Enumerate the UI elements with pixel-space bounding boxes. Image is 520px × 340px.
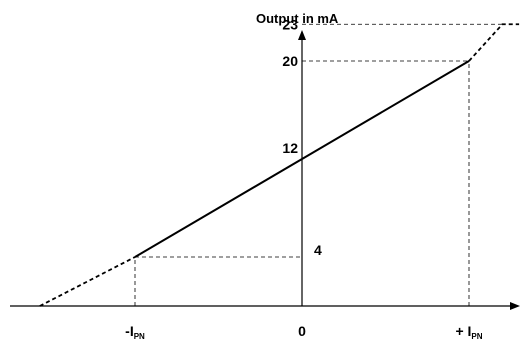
x-tick-main: 0 [298,323,306,339]
x-tick-main: + I [455,323,471,339]
y-tick-label-23: 23 [282,16,298,32]
x-tick-label-2: + IPN [455,323,482,340]
y-tick-label-4: 4 [314,242,322,258]
series [39,23,520,307]
x-tick-label-0: -IPN [125,323,145,340]
y-tick-labels: 4 12 20 23 [282,16,322,258]
x-tick-label-1: 0 [298,323,306,339]
x-tick-subscript: PN [471,332,482,340]
series-line-2 [468,23,520,62]
series-line-0 [134,60,470,258]
y-tick-label-12: 12 [282,140,298,156]
axes [10,30,520,310]
x-tick-main: -I [125,323,134,339]
x-tick-subscript: PN [134,332,145,340]
series-line-1 [39,256,136,307]
y-tick-label-20: 20 [282,53,298,69]
y-axis-label: Output in mA [256,11,339,26]
y-axis-arrow [298,30,306,40]
x-tick-labels: -IPN 0 + IPN [125,323,483,340]
x-axis-arrow [510,302,520,310]
reference-lines [134,23,503,306]
